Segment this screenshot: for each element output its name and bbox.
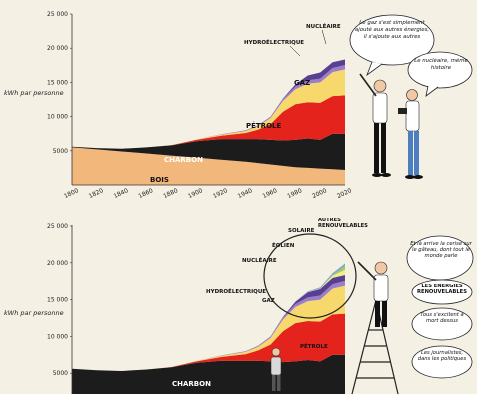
top-x-tick-label: 1880: [162, 187, 179, 200]
top-leader-hydro: [289, 45, 301, 57]
top-x-tick-label: 1900: [187, 187, 204, 200]
bottom-label-charbon: CHARBON: [172, 380, 211, 388]
bottom-label-solaire: SOLAIRE: [288, 228, 315, 234]
top-y-ticks: 5000 10 000 15 000 20 000 25 000: [47, 11, 72, 155]
bottom-bubble-cerise-text: Et là arrive la cerise sur le gâteau, do…: [410, 241, 472, 260]
bottom-label-petrole: PÉTROLE: [300, 342, 328, 350]
top-y-tick-label: 15 000: [47, 79, 68, 86]
bottom-y-axis-label: kWh par personne: [4, 309, 64, 317]
top-label-petrole: PÉTROLE: [246, 121, 281, 130]
top-y-axis-label: kWh par personne: [4, 89, 64, 97]
top-label-bois: BOIS: [150, 176, 169, 184]
top-y-tick-label: 20 000: [47, 45, 68, 52]
bottom-figure-presenter: [357, 261, 389, 327]
top-bubble-gaz-text: Le gaz s'est simplement ajouté aux autre…: [354, 20, 430, 40]
bottom-bubble-renouvelables-text: LES ÉNERGIES RENOUVELABLES: [417, 284, 467, 295]
top-x-tick-label: 1840: [113, 187, 130, 200]
bot-y-tick-label: 15 000: [47, 297, 68, 304]
bottom-bubble-journalistes-text: Les journalistes, dans les politiques: [417, 350, 467, 363]
bottom-highlight-circle: [263, 233, 357, 319]
bot-y-tick-label: 10 000: [47, 333, 68, 340]
top-label-nucleaire: NUCLÉAIRE: [306, 22, 341, 30]
top-x-ticks: 1800 1820 1840 1860 1880 1900 1920 1940 1960 1980…: [63, 187, 353, 200]
bottom-chart-areas: [72, 263, 345, 394]
bottom-label-hydro: HYDROÉLECTRIQUE: [206, 287, 266, 295]
bottom-label-nucleaire: NUCLÉAIRE: [242, 256, 277, 264]
top-leader-nucleaire: [321, 29, 327, 45]
bottom-label-autres: AUTRES RENOUVELABLES: [318, 218, 368, 229]
bottom-bubble-excitent-text: Tous s'excitent à mort dessus: [420, 312, 464, 325]
top-chart-areas: [72, 59, 345, 185]
top-bubble-nucleaire: Le nucléaire, même histoire: [407, 51, 473, 97]
top-x-tick-label: 2000: [311, 187, 328, 200]
top-area-petrole: [72, 95, 345, 149]
top-x-tick-label: 2020: [336, 187, 353, 200]
bottom-bubble-cerise: Et là arrive la cerise sur le gâteau, do…: [406, 235, 474, 281]
bottom-chart: 5000 10 000 15 000 20 000 25 000 kWh par per…: [4, 218, 474, 394]
top-area-bois: [72, 147, 345, 185]
top-label-gaz: GAZ: [294, 79, 310, 87]
bottom-bubble-journalistes: Les journalistes, dans les politiques: [411, 345, 473, 379]
bot-y-tick-label: 5000: [53, 370, 68, 377]
top-figure-photographer: [398, 89, 423, 179]
top-y-tick-label: 10 000: [47, 114, 68, 121]
top-y-tick-label: 25 000: [47, 11, 68, 18]
bottom-bubble-excitent: Tous s'excitent à mort dessus: [411, 307, 473, 341]
top-x-tick-label: 1800: [63, 187, 80, 200]
top-x-tick-label: 1820: [88, 187, 105, 200]
top-label-charbon: CHARBON: [164, 156, 203, 164]
top-x-tick-label: 1980: [286, 187, 303, 200]
top-x-tick-label: 1860: [137, 187, 154, 200]
bot-area-petrole: [72, 313, 345, 371]
top-x-tick-label: 1960: [262, 187, 279, 200]
top-x-tick-label: 1940: [237, 187, 254, 200]
bottom-label-gaz: GAZ: [262, 298, 275, 304]
top-bubble-gaz: Le gaz s'est simplement ajouté aux autre…: [349, 14, 435, 77]
bottom-ladder: [351, 299, 399, 394]
top-bubble-nucleaire-text: Le nucléaire, même histoire: [414, 58, 468, 71]
top-y-tick-label: 5000: [53, 148, 68, 155]
bottom-label-eolien: ÉOLIEN: [272, 241, 295, 249]
top-x-tick-label: 1920: [212, 187, 229, 200]
top-chart: 5000 10 000 15 000 20 000 25 000 1800 1820 184…: [4, 11, 473, 200]
bottom-bubble-renouvelables: LES ÉNERGIES RENOUVELABLES: [411, 279, 473, 305]
top-figure-presenter: [359, 73, 391, 177]
top-area-charbon: [72, 133, 345, 170]
top-label-hydro: HYDROÉLECTRIQUE: [244, 38, 304, 46]
bottom-y-ticks: 5000 10 000 15 000 20 000 25 000: [47, 223, 72, 377]
bottom-figure-small-man: [270, 347, 282, 391]
bot-y-tick-label: 25 000: [47, 223, 68, 230]
bot-y-tick-label: 20 000: [47, 260, 68, 267]
